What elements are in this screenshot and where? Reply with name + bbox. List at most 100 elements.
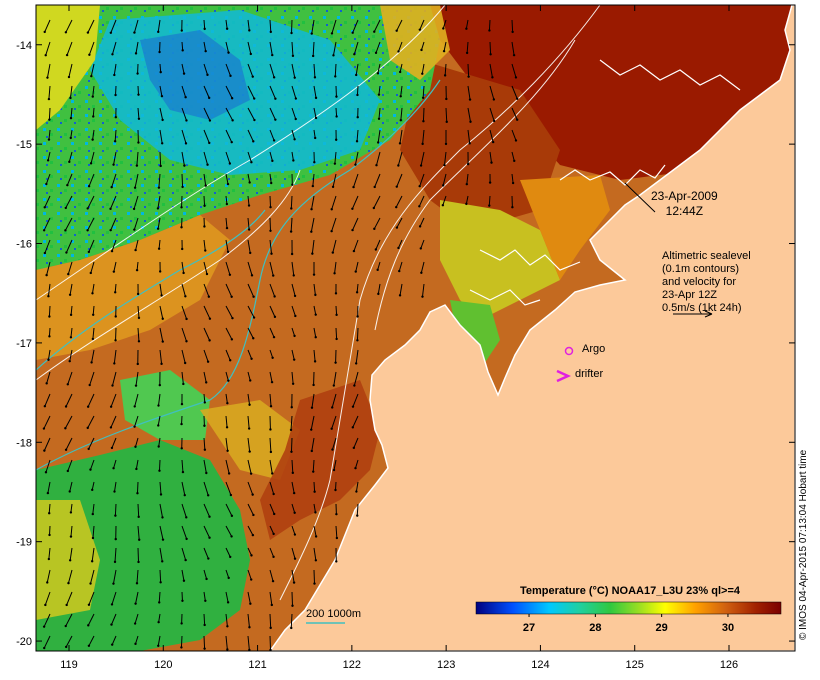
velocity-arrow-head [271,159,274,163]
velocity-arrow-head [86,426,89,430]
velocity-arrow-head [203,204,206,207]
velocity-arrow-head [442,49,446,53]
velocity-arrow [203,569,208,580]
velocity-arrow [88,173,95,187]
velocity-arrow-head [489,53,492,56]
velocity-arrow [269,19,272,32]
velocity-arrow-head [445,120,448,124]
velocity-arrow-head [516,97,519,100]
velocity-arrow-head [136,491,139,495]
velocity-arrow-head [133,425,136,428]
velocity-arrow [70,107,73,119]
velocity-arrow-head [185,537,188,541]
velocity-arrow-head [46,76,49,79]
velocity-arrow [44,195,51,208]
velocity-arrow [269,591,273,606]
velocity-arrow-head [465,182,469,186]
velocity-arrow-head [64,229,67,232]
velocity-arrow-head [225,202,229,206]
velocity-arrow [291,63,296,78]
velocity-arrow [181,569,185,581]
velocity-arrow-head [182,382,185,386]
velocity-arrow-head [87,250,91,254]
velocity-arrow-head [248,648,251,651]
velocity-arrow-head [114,537,117,541]
velocity-arrow-head [208,317,212,320]
velocity-arrow-head [289,230,293,233]
sst-transition [36,215,230,360]
velocity-arrow-head [157,424,160,427]
velocity-arrow-head [185,317,188,321]
velocity-arrow-head [226,401,229,405]
velocity-arrow [352,393,359,407]
image-date-line1: 23-Apr-2009 [651,189,718,203]
velocity-arrow-head [69,116,73,120]
velocity-arrow [511,41,515,56]
velocity-arrow [399,63,403,73]
velocity-arrow [203,459,207,474]
velocity-arrow-head [205,471,208,475]
velocity-arrow-head [252,295,255,298]
velocity-arrow [69,349,73,362]
velocity-arrow-head [88,383,91,387]
velocity-arrow [70,305,73,315]
velocity-arrow [114,481,117,492]
lat-tick-label: -17 [16,338,32,350]
velocity-arrow [87,19,95,33]
velocity-arrow-head [134,602,137,605]
velocity-arrow-head [114,291,117,294]
velocity-arrow [247,63,254,77]
velocity-arrow-head [208,141,211,145]
velocity-arrow [395,195,403,208]
velocity-arrow-head [136,72,139,75]
velocity-arrow [47,349,51,360]
velocity-arrow-head [157,445,160,448]
velocity-arrow-head [113,140,117,143]
velocity-arrow-head [44,471,48,474]
velocity-arrow-head [249,52,252,56]
velocity-arrow-head [91,292,94,295]
velocity-arrow-head [272,532,275,536]
velocity-arrow-head [272,76,276,79]
velocity-arrow [48,503,51,514]
drifter-label: drifter [575,368,604,380]
velocity-arrow-head [331,185,335,189]
velocity-arrow-head [252,513,255,517]
velocity-arrow [443,41,447,52]
velocity-arrow [203,261,208,275]
velocity-arrow [88,239,95,253]
velocity-arrow-head [355,490,358,493]
velocity-arrow [225,151,231,164]
velocity-arrow-head [373,185,376,189]
velocity-arrow-head [356,339,359,342]
velocity-arrows [42,19,519,651]
velocity-arrow [466,173,469,185]
velocity-arrow-head [110,249,114,253]
velocity-arrow-head [44,603,47,607]
velocity-arrow [375,239,381,250]
velocity-arrow [203,481,209,496]
velocity-arrow [247,85,255,99]
velocity-arrow-head [249,379,252,382]
velocity-arrow [43,217,51,231]
velocity-arrow [269,129,275,141]
velocity-arrow-head [290,31,293,35]
velocity-arrow-head [441,184,445,187]
velocity-arrow-head [271,472,274,475]
velocity-arrow-head [352,446,356,450]
velocity-arrow [66,41,73,56]
velocity-arrow-head [397,246,400,250]
velocity-arrow [225,41,230,53]
lon-axis: 119 120 121 122 123 124 125 126 [60,5,738,671]
velocity-arrow [269,41,273,56]
velocity-arrow [48,85,51,100]
velocity-arrow [269,239,273,254]
velocity-arrow-head [355,140,359,143]
velocity-arrow-head [133,405,136,408]
velocity-arrow-head [249,251,252,255]
velocity-arrow [311,437,315,452]
velocity-arrow [65,19,73,33]
velocity-arrow-head [65,251,68,254]
velocity-arrow-head [89,271,92,275]
velocity-arrow [159,85,163,97]
